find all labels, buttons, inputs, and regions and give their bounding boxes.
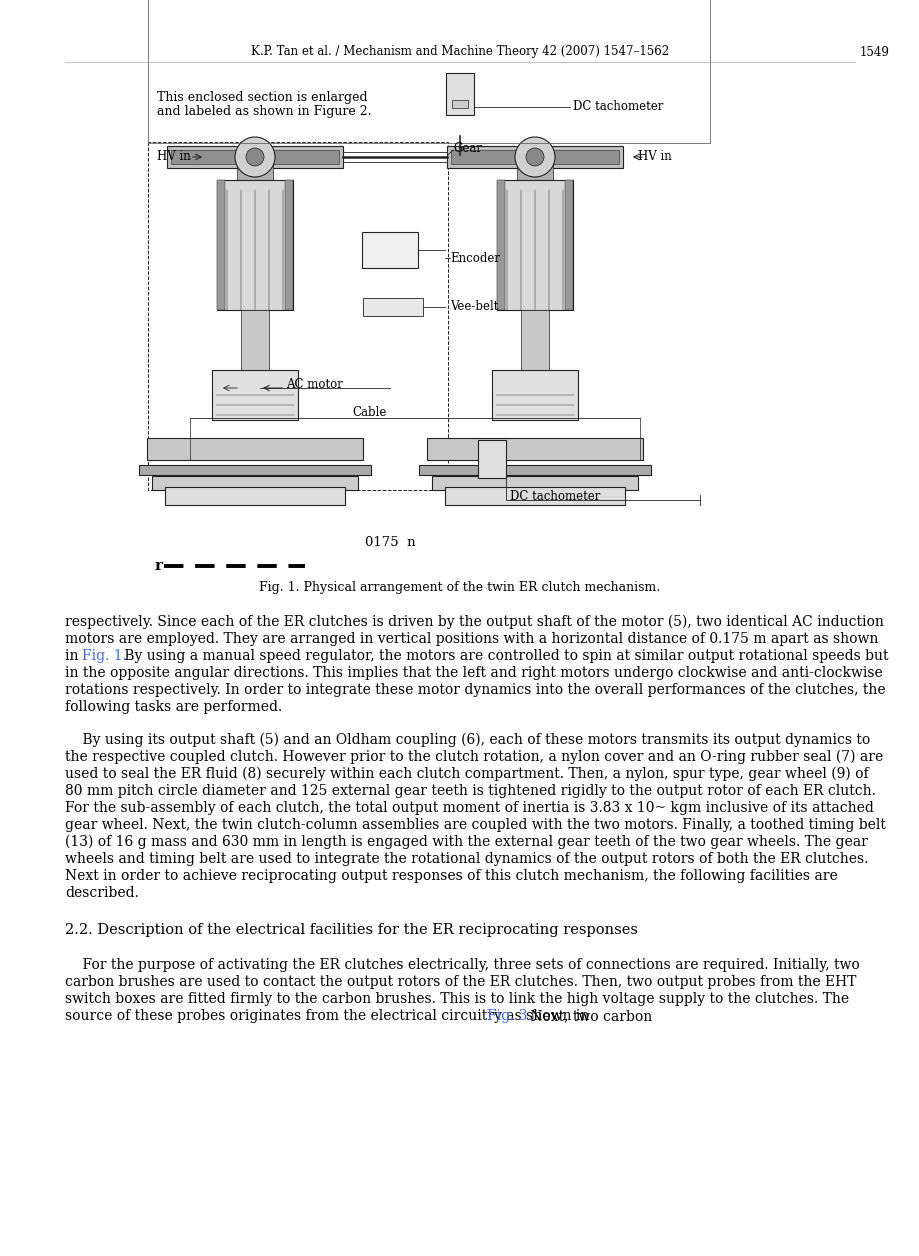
Text: By using its output shaft (5) and an Oldham coupling (6), each of these motors t: By using its output shaft (5) and an Old… bbox=[65, 732, 869, 747]
Text: 0175  n: 0175 n bbox=[364, 535, 414, 549]
Bar bbox=[450, 149, 618, 165]
Text: For the sub-assembly of each clutch, the total output moment of inertia is 3.83 : For the sub-assembly of each clutch, the… bbox=[65, 801, 873, 815]
Text: wheels and timing belt are used to integrate the rotational dynamics of the outp: wheels and timing belt are used to integ… bbox=[65, 852, 868, 865]
Text: Vee-belt: Vee-belt bbox=[449, 300, 498, 314]
Bar bbox=[564, 180, 573, 310]
Bar bbox=[148, 0, 709, 143]
Text: DC tachometer: DC tachometer bbox=[573, 100, 663, 113]
Bar bbox=[520, 310, 549, 381]
Text: HV in: HV in bbox=[157, 151, 190, 163]
Bar bbox=[165, 487, 345, 505]
Bar bbox=[152, 476, 357, 490]
Text: Fig. 1. Physical arrangement of the twin ER clutch mechanism.: Fig. 1. Physical arrangement of the twin… bbox=[259, 582, 660, 594]
Text: (13) of 16 g mass and 630 mm in length is engaged with the external gear teeth o: (13) of 16 g mass and 630 mm in length i… bbox=[65, 835, 867, 849]
Text: 80 mm pitch circle diameter and 125 external gear teeth is tightened rigidly to : 80 mm pitch circle diameter and 125 exte… bbox=[65, 784, 875, 798]
Text: in the opposite angular directions. This implies that the left and right motors : in the opposite angular directions. This… bbox=[65, 666, 882, 679]
Bar bbox=[211, 371, 298, 420]
Bar bbox=[447, 146, 622, 168]
Text: rotations respectively. In order to integrate these motor dynamics into the over: rotations respectively. In order to inte… bbox=[65, 683, 885, 697]
Circle shape bbox=[245, 148, 264, 166]
Bar bbox=[445, 487, 624, 505]
Text: carbon brushes are used to contact the output rotors of the ER clutches. Then, t: carbon brushes are used to contact the o… bbox=[65, 975, 856, 988]
Bar bbox=[285, 180, 292, 310]
Bar bbox=[478, 440, 505, 479]
Bar bbox=[418, 465, 651, 475]
Bar bbox=[171, 149, 338, 165]
Bar bbox=[426, 438, 642, 460]
Text: K.P. Tan et al. / Mechanism and Machine Theory 42 (2007) 1547–1562: K.P. Tan et al. / Mechanism and Machine … bbox=[251, 45, 668, 59]
Bar bbox=[446, 73, 473, 116]
Bar bbox=[492, 371, 577, 420]
Text: By using a manual speed regulator, the motors are controlled to spin at similar : By using a manual speed regulator, the m… bbox=[120, 649, 888, 663]
Bar bbox=[363, 298, 423, 317]
Text: Next in order to achieve reciprocating output responses of this clutch mechanism: Next in order to achieve reciprocating o… bbox=[65, 869, 837, 883]
Text: source of these probes originates from the electrical circuitry as shown in: source of these probes originates from t… bbox=[65, 1009, 593, 1022]
Bar bbox=[516, 165, 552, 185]
Bar bbox=[496, 180, 573, 310]
Text: For the purpose of activating the ER clutches electrically, three sets of connec: For the purpose of activating the ER clu… bbox=[65, 958, 859, 972]
Text: Gear: Gear bbox=[452, 142, 482, 154]
Bar bbox=[139, 465, 370, 475]
Text: respectively. Since each of the ER clutches is driven by the output shaft of the: respectively. Since each of the ER clutc… bbox=[65, 614, 883, 629]
Text: described.: described. bbox=[65, 885, 139, 901]
Text: switch boxes are fitted firmly to the carbon brushes. This is to link the high v: switch boxes are fitted firmly to the ca… bbox=[65, 992, 848, 1006]
Text: This enclosed section is enlarged: This enclosed section is enlarged bbox=[157, 90, 368, 103]
Text: in: in bbox=[65, 649, 83, 663]
Bar bbox=[361, 232, 417, 268]
Bar bbox=[147, 438, 363, 460]
Text: motors are employed. They are arranged in vertical positions with a horizontal d: motors are employed. They are arranged i… bbox=[65, 632, 878, 646]
Bar bbox=[241, 310, 268, 381]
Text: Fig. 1.: Fig. 1. bbox=[82, 649, 127, 663]
Text: used to seal the ER fluid (8) securely within each clutch compartment. Then, a n: used to seal the ER fluid (8) securely w… bbox=[65, 767, 868, 781]
Bar bbox=[237, 165, 273, 185]
Text: Cable: Cable bbox=[352, 407, 387, 420]
Text: HV in: HV in bbox=[637, 151, 671, 163]
Text: following tasks are performed.: following tasks are performed. bbox=[65, 700, 282, 713]
Text: DC tachometer: DC tachometer bbox=[509, 491, 600, 504]
Bar bbox=[217, 180, 292, 310]
Bar bbox=[167, 146, 343, 168]
Text: r: r bbox=[154, 559, 163, 573]
Text: Encoder: Encoder bbox=[449, 251, 499, 265]
Text: Fig. 3.: Fig. 3. bbox=[486, 1009, 531, 1022]
Text: and labeled as shown in Figure 2.: and labeled as shown in Figure 2. bbox=[157, 104, 371, 118]
Bar bbox=[496, 180, 505, 310]
Text: 2.2. Description of the electrical facilities for the ER reciprocating responses: 2.2. Description of the electrical facil… bbox=[65, 923, 637, 937]
Circle shape bbox=[234, 137, 275, 177]
Circle shape bbox=[526, 148, 543, 166]
Bar bbox=[217, 180, 225, 310]
Text: gear wheel. Next, the twin clutch-column assemblies are coupled with the two mot: gear wheel. Next, the twin clutch-column… bbox=[65, 818, 885, 831]
Circle shape bbox=[515, 137, 554, 177]
Bar bbox=[451, 100, 468, 108]
Text: AC motor: AC motor bbox=[286, 378, 343, 392]
Bar bbox=[432, 476, 637, 490]
Text: 1549: 1549 bbox=[859, 45, 889, 59]
Text: Next, two carbon: Next, two carbon bbox=[525, 1009, 652, 1022]
Text: the respective coupled clutch. However prior to the clutch rotation, a nylon cov: the respective coupled clutch. However p… bbox=[65, 750, 882, 764]
